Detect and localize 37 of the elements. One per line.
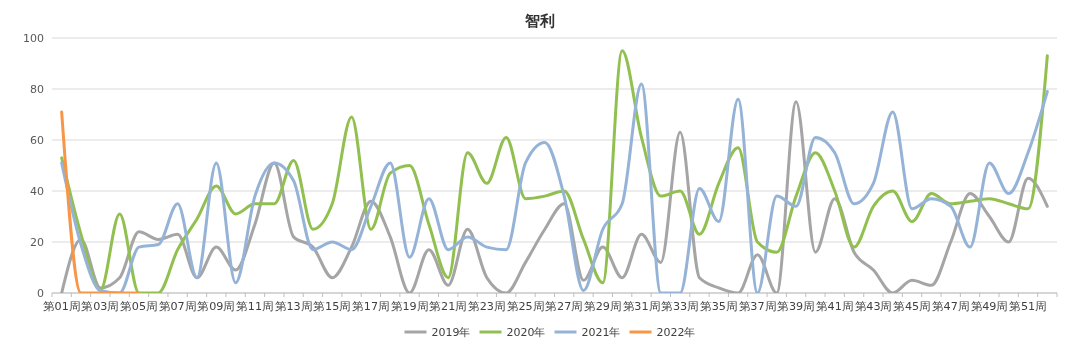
legend-label: 2020年 xyxy=(506,326,546,339)
x-tick-label: 第31周 xyxy=(622,300,661,312)
x-tick-label: 第39周 xyxy=(777,300,815,312)
x-tick-label: 第33周 xyxy=(661,300,699,312)
y-tick-label: 20 xyxy=(30,235,44,249)
chart-title: 智利 xyxy=(524,12,555,30)
x-tick-label: 第37周 xyxy=(738,300,777,312)
x-tick-label: 第07周 xyxy=(158,300,197,312)
x-tick-label: 第19周 xyxy=(390,300,429,312)
x-tick-label: 第27周 xyxy=(545,300,583,312)
x-tick-label: 第05周 xyxy=(120,300,158,312)
x-tick-label: 第13周 xyxy=(274,300,313,312)
x-tick-label: 第17周 xyxy=(352,300,390,312)
x-tick-label: 第47周 xyxy=(931,300,970,312)
x-tick-label: 第01周 xyxy=(42,300,81,312)
x-tick-label: 第29周 xyxy=(583,300,622,312)
y-tick-label: 40 xyxy=(30,184,44,198)
legend-label: 2022年 xyxy=(656,326,696,339)
x-tick-label: 第35周 xyxy=(699,300,738,312)
legend-label: 2021年 xyxy=(581,326,621,339)
x-tick-label: 第03周 xyxy=(81,300,120,312)
x-tick-label: 第15周 xyxy=(313,300,352,312)
x-tick-label: 第51周 xyxy=(1009,300,1047,312)
x-tick-label: 第11周 xyxy=(236,300,274,312)
x-tick-label: 第49周 xyxy=(970,300,1009,312)
y-tick-label: 100 xyxy=(23,31,44,45)
legend-label: 2019年 xyxy=(431,326,471,339)
x-tick-label: 第25周 xyxy=(506,300,545,312)
x-tick-label: 第41周 xyxy=(815,300,854,312)
x-tick-label: 第23周 xyxy=(468,300,506,312)
x-tick-label: 第09周 xyxy=(197,300,236,312)
x-tick-label: 第21周 xyxy=(429,300,468,312)
x-tick-label: 第45周 xyxy=(893,300,931,312)
y-tick-label: 0 xyxy=(37,286,44,300)
y-tick-label: 60 xyxy=(30,133,44,147)
x-tick-label: 第43周 xyxy=(854,300,893,312)
y-tick-label: 80 xyxy=(30,82,44,96)
